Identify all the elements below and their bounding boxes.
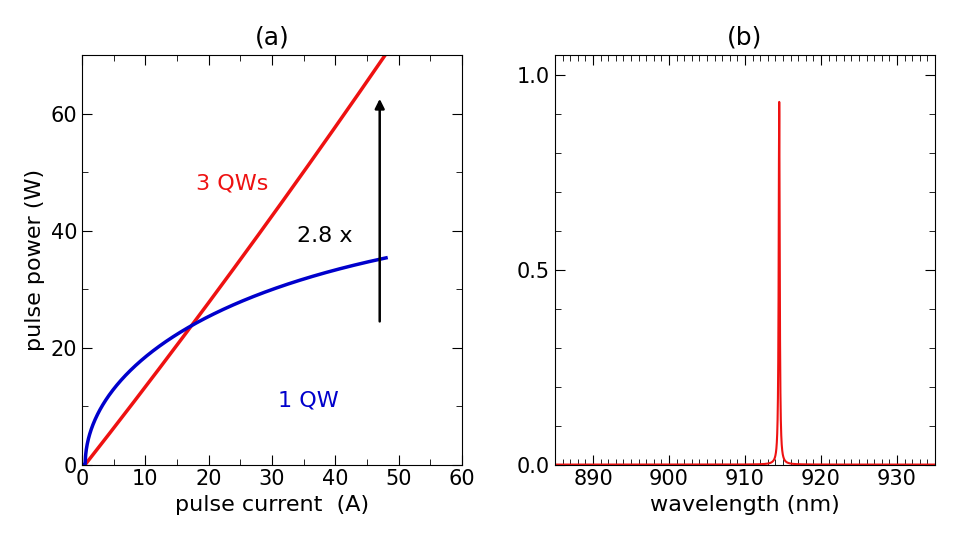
Text: 3 QWs: 3 QWs xyxy=(196,174,269,194)
Text: 1 QW: 1 QW xyxy=(278,390,339,410)
Y-axis label: pulse power (W): pulse power (W) xyxy=(25,169,45,351)
X-axis label: wavelength (nm): wavelength (nm) xyxy=(650,495,840,515)
Title: (b): (b) xyxy=(728,25,762,49)
Text: 2.8 x: 2.8 x xyxy=(298,226,353,246)
Title: (a): (a) xyxy=(254,25,289,49)
X-axis label: pulse current  (A): pulse current (A) xyxy=(175,495,369,515)
